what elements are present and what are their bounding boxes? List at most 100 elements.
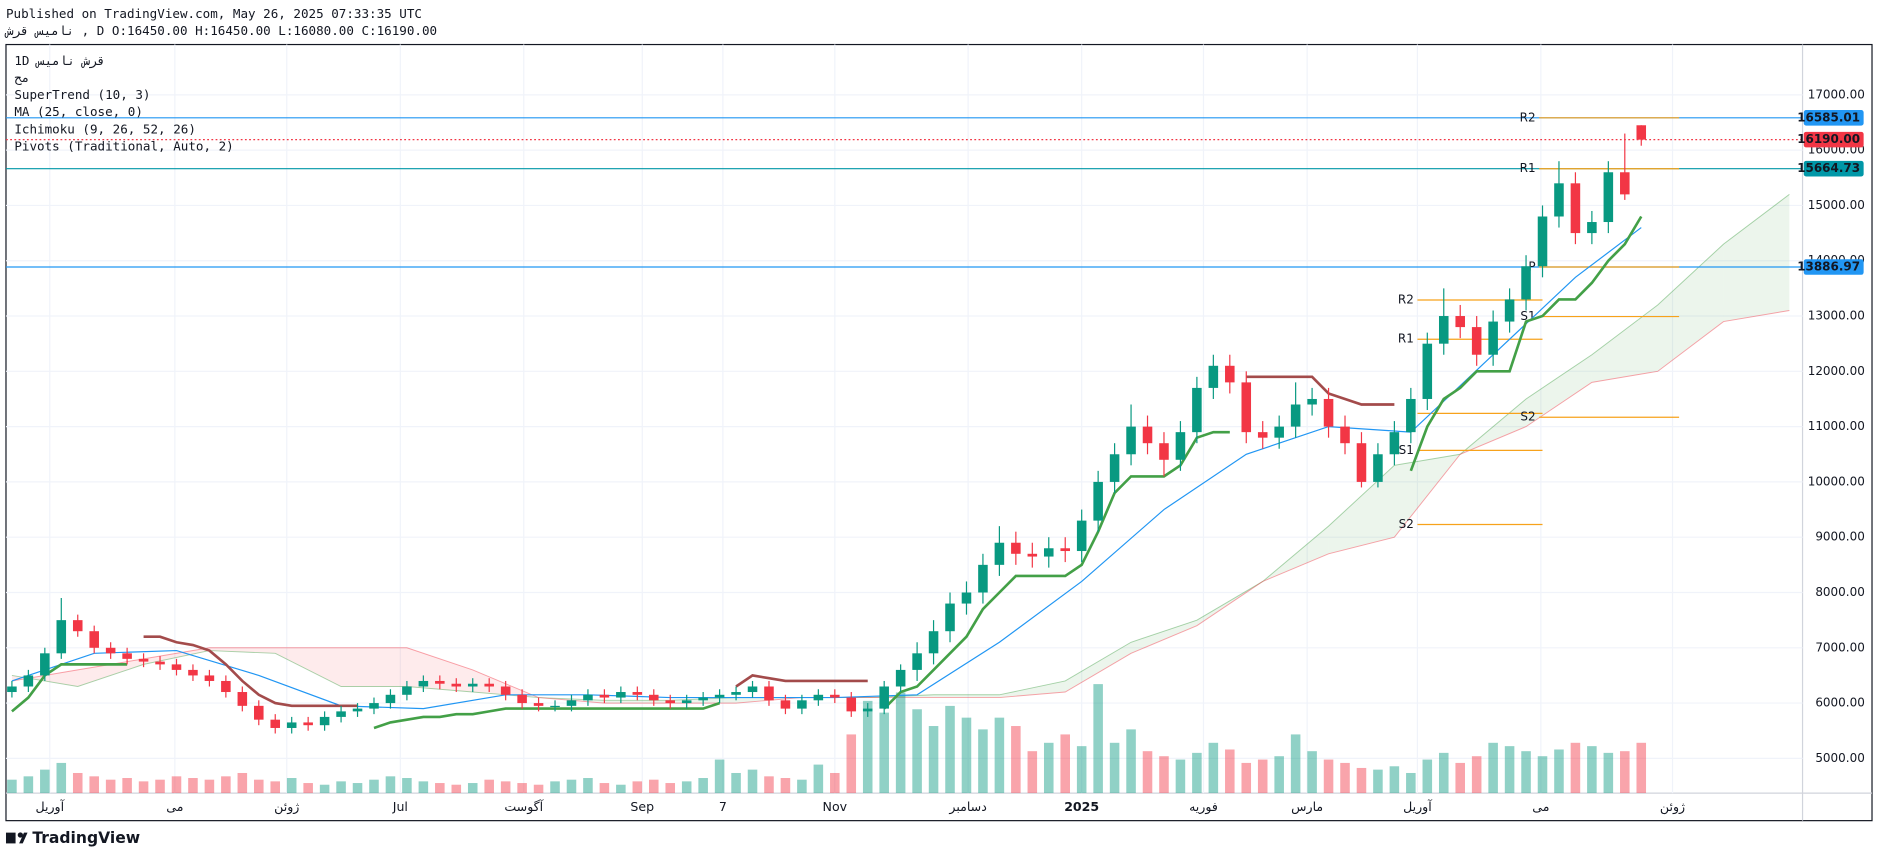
candle-body — [1257, 432, 1268, 438]
candle-body — [1603, 172, 1614, 223]
candle-body — [1076, 520, 1087, 552]
volume-bar — [385, 776, 396, 794]
candle-body — [254, 705, 264, 720]
volume-bar — [451, 784, 462, 794]
volume-bar — [583, 778, 593, 794]
cloud-segment — [77, 658, 144, 687]
candle-body — [764, 686, 774, 701]
volume-bar — [1620, 751, 1630, 794]
candle-body — [1208, 365, 1219, 388]
volume-bar — [862, 700, 873, 794]
volume-bar — [928, 726, 939, 794]
volume-bar — [912, 709, 922, 794]
volume-bar — [1159, 756, 1169, 794]
candle-body — [1323, 398, 1334, 427]
axes: 5000.00 6000.00 7000.00 8000.00 9000.00 10000… — [35, 87, 1864, 815]
candle-body — [303, 722, 313, 726]
candle-body — [72, 620, 83, 632]
candle-body — [1011, 542, 1021, 554]
volume-bar — [1488, 742, 1498, 794]
x-tick-label: Jul — [392, 799, 408, 814]
candle-body — [1225, 365, 1235, 383]
x-tick-label: دسامبر — [948, 799, 986, 815]
volume-bar — [550, 781, 560, 794]
candle-body — [533, 703, 544, 706]
volume-bar — [978, 729, 988, 794]
y-tick-label: 13000.00 — [1808, 309, 1865, 323]
candle-body — [1356, 443, 1367, 482]
candle-body — [270, 719, 281, 728]
volume-bar — [188, 778, 198, 794]
candle-body — [1488, 321, 1498, 355]
volume-bar — [155, 779, 165, 794]
candle-body — [1406, 398, 1416, 433]
volume-bar — [632, 781, 643, 794]
volume-bar — [517, 783, 527, 794]
candle-body — [402, 686, 412, 695]
volume-bar — [402, 778, 412, 794]
cloud-segment — [933, 694, 1000, 698]
volume-bar — [1471, 756, 1482, 794]
volume-bar — [764, 776, 774, 794]
volume-bar — [1422, 759, 1433, 794]
volume-bar — [204, 779, 215, 794]
candle-body — [467, 683, 478, 687]
volume-bar — [1307, 751, 1317, 794]
candle-body — [286, 722, 297, 728]
candle-body — [1175, 432, 1186, 460]
legend-entry: SuperTrend (10, 3) — [14, 87, 150, 102]
volume-bar — [961, 717, 972, 794]
candle-body — [237, 692, 248, 706]
volume-bar — [747, 769, 758, 794]
volume-bar — [270, 781, 281, 794]
cloud-segment — [209, 647, 276, 654]
volume-bar — [352, 783, 363, 794]
candle-body — [451, 683, 462, 687]
volume-bar — [319, 784, 330, 794]
cloud-segment — [275, 647, 342, 687]
volume-bar — [994, 717, 1005, 794]
y-tick-label: 7000.00 — [1815, 640, 1865, 654]
volume-bar — [566, 779, 577, 794]
volume-bar — [1537, 756, 1548, 794]
chart-frame — [5, 43, 1873, 822]
volume-bar — [714, 759, 725, 794]
y-tick-label: 8000.00 — [1815, 585, 1865, 599]
price-level-label: 16190.00 — [1797, 132, 1860, 146]
volume-bar — [533, 784, 544, 794]
candle-body — [813, 694, 824, 701]
volume-bar — [1587, 746, 1597, 794]
x-tick-label: Nov — [823, 799, 848, 814]
x-tick-label: آوریل — [1403, 799, 1432, 815]
volume-bar — [1373, 769, 1383, 794]
volume-bar — [1076, 746, 1087, 794]
volume-bar — [72, 772, 83, 794]
volume-bar — [1126, 729, 1136, 794]
cloud-segment — [1460, 398, 1527, 455]
candle-body — [649, 694, 659, 701]
volume-bar — [599, 783, 610, 794]
candle-body — [1438, 316, 1449, 344]
candle-body — [550, 705, 560, 708]
candle-body — [1554, 183, 1564, 217]
y-tick-label: 15000.00 — [1808, 198, 1865, 212]
volume-bar — [780, 778, 791, 794]
candle-body — [1142, 426, 1153, 444]
candle-body — [1422, 343, 1433, 399]
y-tick-label: 17000.00 — [1808, 87, 1865, 101]
candle-body — [862, 708, 873, 712]
candle-body — [1455, 316, 1465, 328]
x-tick-label: می — [1532, 799, 1549, 814]
candle-body — [945, 603, 955, 632]
candle-body — [1307, 398, 1317, 405]
candle-body — [731, 692, 741, 695]
y-tick-label: 12000.00 — [1808, 364, 1865, 378]
cloud-segment — [1065, 642, 1132, 693]
candle-body — [435, 680, 445, 684]
volume-bar — [237, 772, 248, 794]
candle-body — [632, 692, 643, 695]
volume-bar — [500, 781, 511, 794]
volume-bar — [895, 692, 906, 794]
